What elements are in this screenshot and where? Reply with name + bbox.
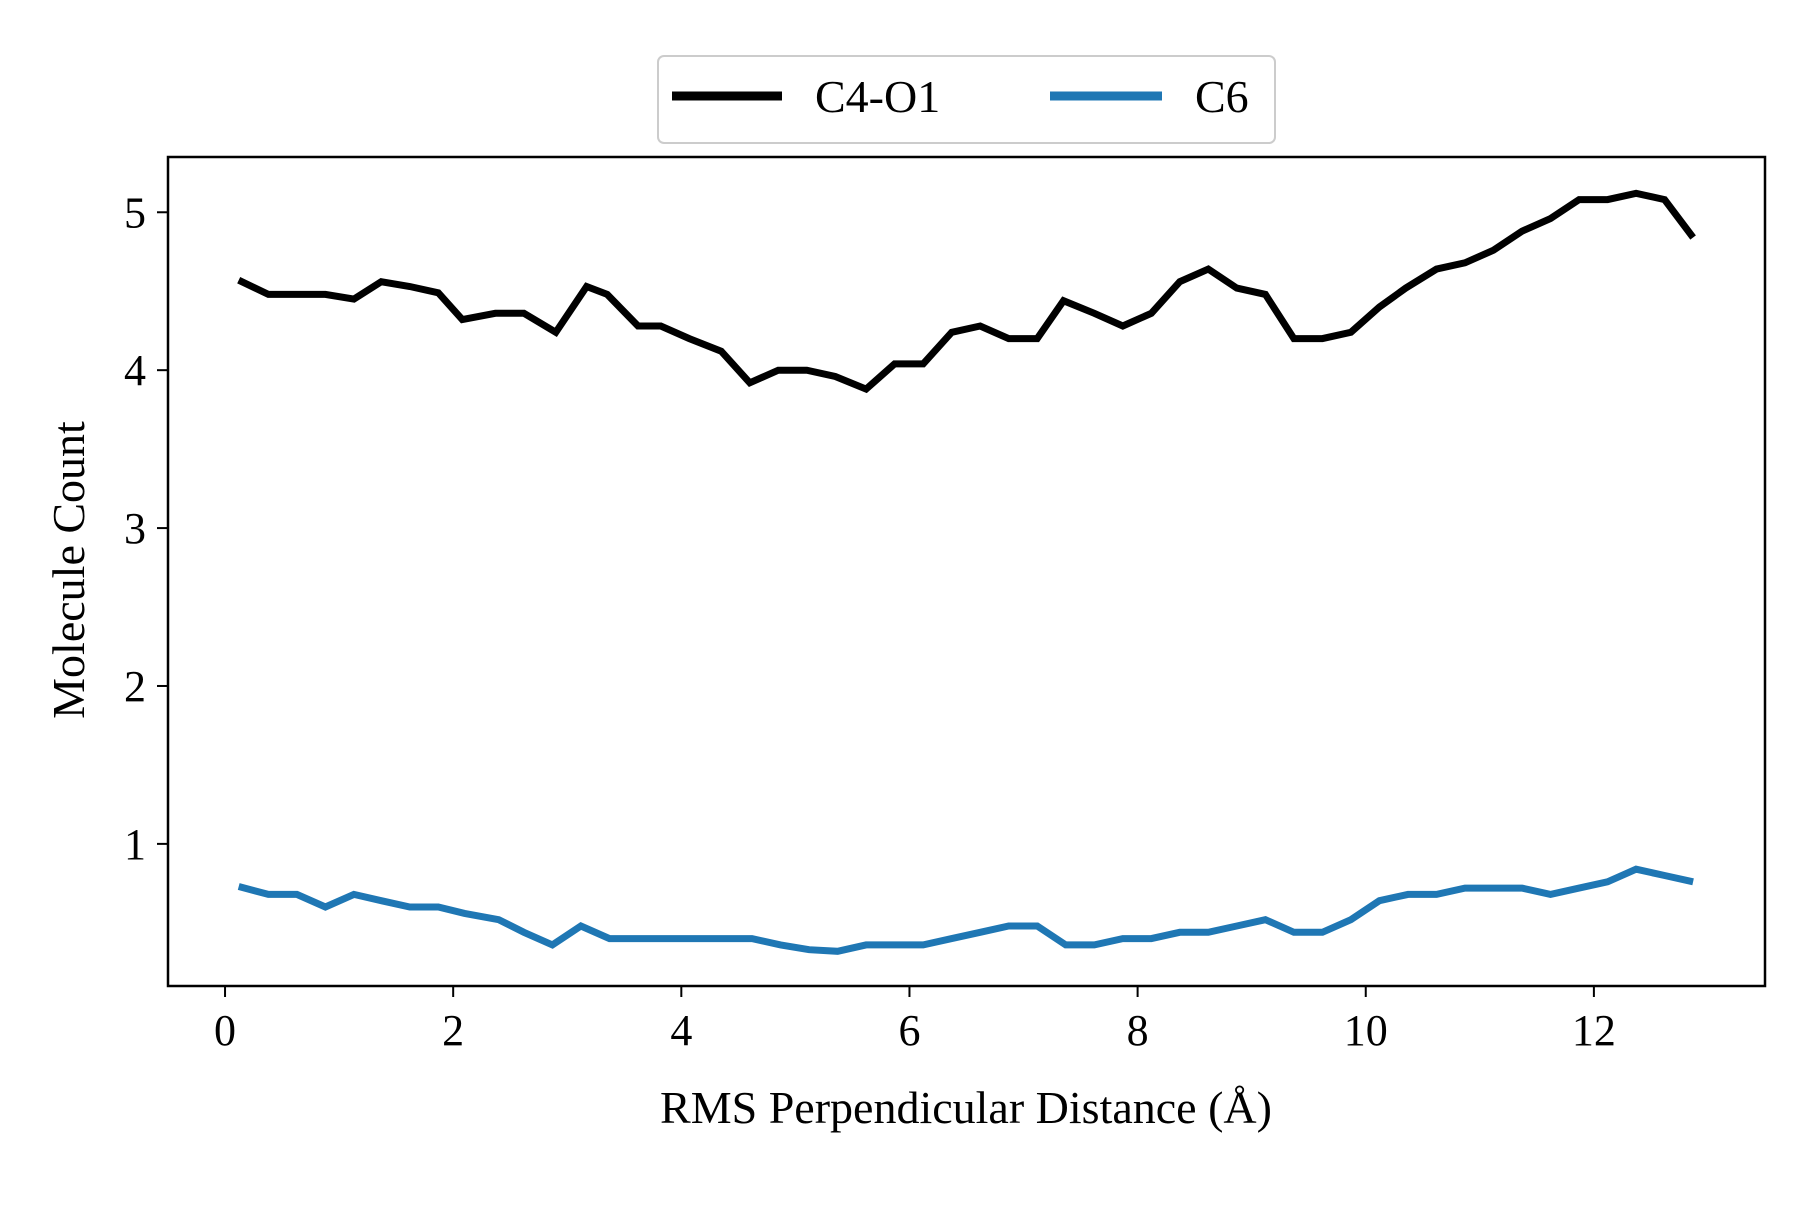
y-tick-label: 4 [124,346,146,395]
x-tick-label: 10 [1344,1006,1388,1055]
series-line-c6 [237,865,1694,955]
y-tick-label: 3 [124,504,146,553]
x-axis-label: RMS Perpendicular Distance (Å) [660,1082,1272,1133]
legend-label-c6: C6 [1195,71,1249,122]
series-line-c4-o1 [237,189,1696,394]
x-tick-label: 4 [670,1006,692,1055]
y-tick-label: 5 [124,188,146,237]
x-axis-ticks: 0 2 4 6 8 10 12 [214,986,1616,1055]
y-axis-ticks: 1 2 3 4 5 [124,188,168,869]
y-tick-label: 1 [124,820,146,869]
legend: C4-O1 C6 [657,55,1276,144]
legend-frame [657,55,1276,144]
x-tick-label: 2 [442,1006,464,1055]
y-axis-label: Molecule Count [43,421,94,719]
y-tick-label: 2 [124,662,146,711]
plot-frame [166,155,1767,988]
series-layer [237,189,1696,955]
x-tick-label: 6 [898,1006,920,1055]
x-tick-label: 0 [214,1006,236,1055]
x-tick-label: 8 [1127,1006,1149,1055]
legend-label-c4-o1: C4-O1 [815,71,940,122]
x-tick-label: 12 [1572,1006,1616,1055]
